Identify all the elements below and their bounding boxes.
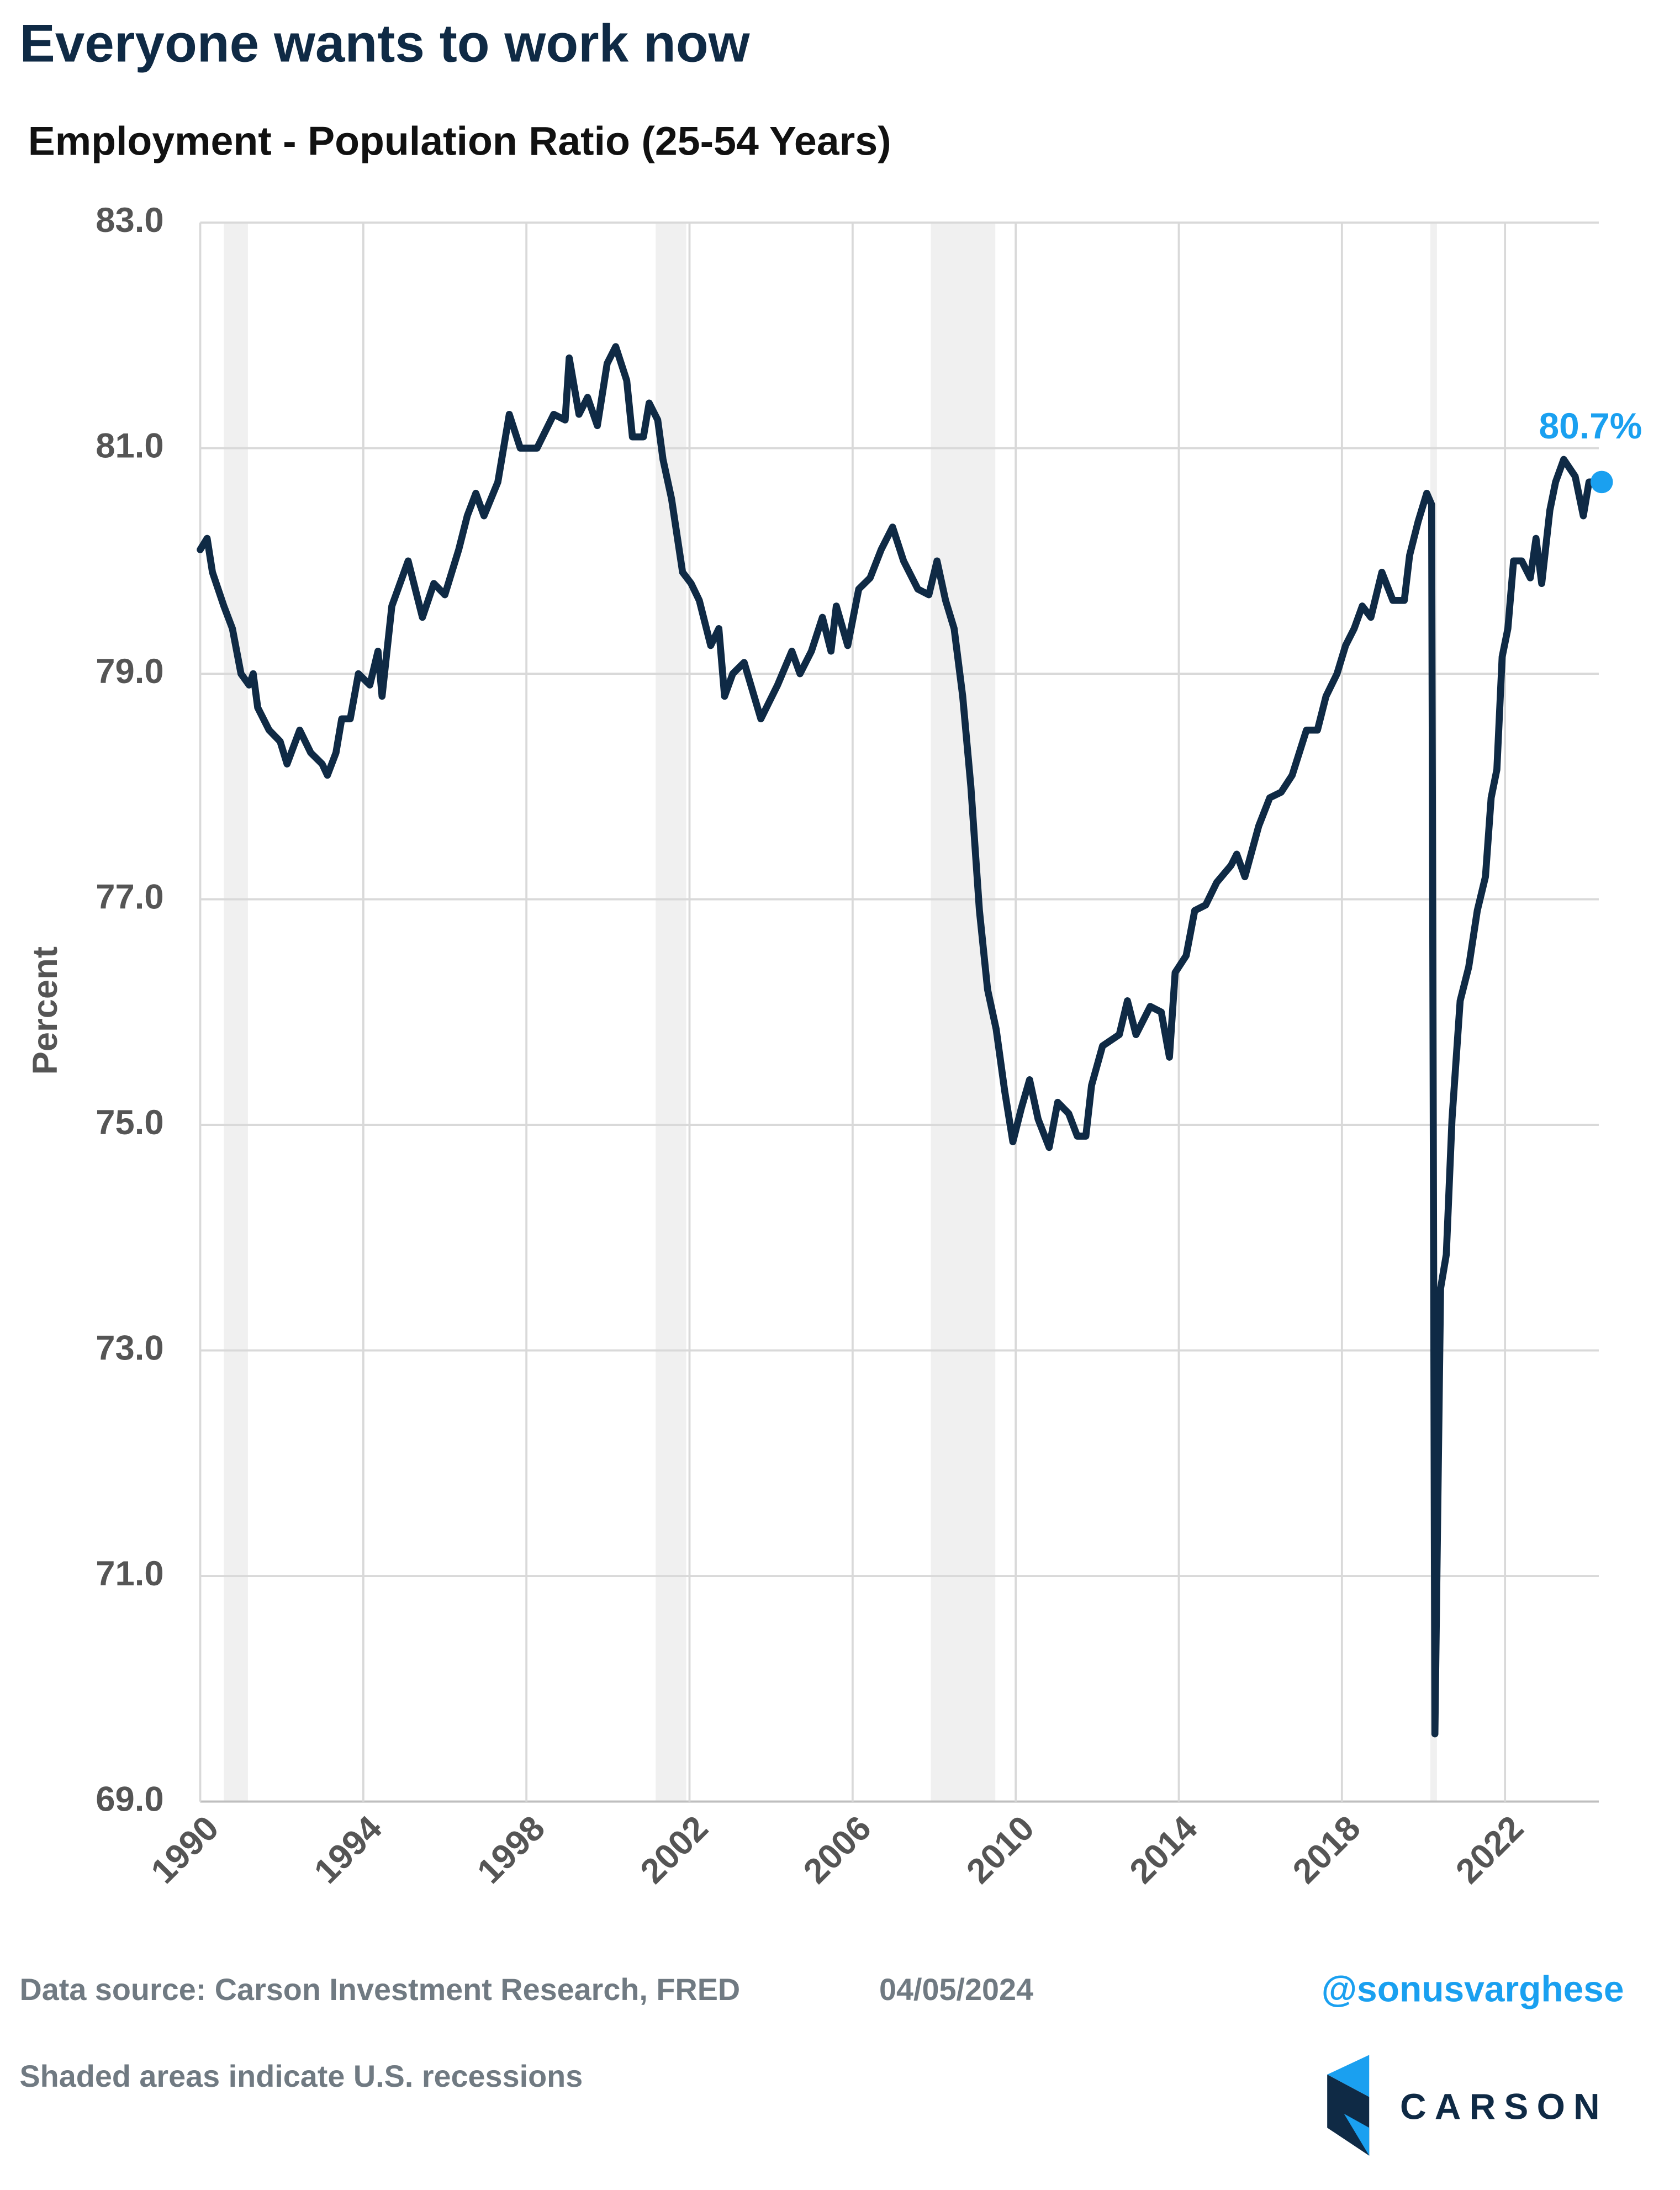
y-tick-label: 81.0 <box>96 426 163 465</box>
x-tick-label: 2014 <box>1122 1808 1204 1891</box>
chart-title: Everyone wants to work now <box>19 14 750 73</box>
y-tick-label: 77.0 <box>96 877 163 916</box>
x-tick-label: 1998 <box>470 1808 552 1891</box>
recession-band <box>224 223 248 1802</box>
logo-shape <box>1344 2113 1370 2156</box>
chart-subtitle: Employment - Population Ratio (25-54 Yea… <box>28 118 891 164</box>
recession-band <box>931 223 996 1802</box>
highlight-point <box>1590 470 1613 494</box>
y-tick-label: 73.0 <box>96 1329 163 1367</box>
annotation-label: 80.7% <box>1539 405 1642 446</box>
x-tick-label: 2022 <box>1449 1808 1531 1891</box>
note: Shaded areas indicate U.S. recessions <box>19 2059 583 2093</box>
y-tick-label: 79.0 <box>96 652 163 691</box>
x-tick-label: 2010 <box>959 1808 1042 1891</box>
x-tick-label: 2002 <box>633 1808 715 1891</box>
handle: @sonusvarghese <box>1322 1969 1624 2009</box>
y-tick-label: 69.0 <box>96 1780 163 1818</box>
x-tick-label: 2018 <box>1286 1808 1368 1891</box>
logo-shape <box>1327 2055 1370 2097</box>
data-line <box>197 343 1598 1738</box>
x-tick-label: 1990 <box>144 1808 226 1891</box>
logo-icon <box>1327 2055 1370 2156</box>
y-tick-label: 71.0 <box>96 1554 163 1593</box>
brand: CARSON <box>1400 2086 1608 2127</box>
source: Data source: Carson Investment Research,… <box>19 1972 740 2007</box>
x-tick-label: 1994 <box>307 1808 389 1891</box>
date: 04/05/2024 <box>879 1972 1033 2007</box>
y-tick-label: 83.0 <box>96 201 163 240</box>
y-tick-label: 75.0 <box>96 1103 163 1142</box>
y-axis-label: Percent <box>26 946 65 1075</box>
x-tick-label: 2006 <box>796 1808 879 1891</box>
